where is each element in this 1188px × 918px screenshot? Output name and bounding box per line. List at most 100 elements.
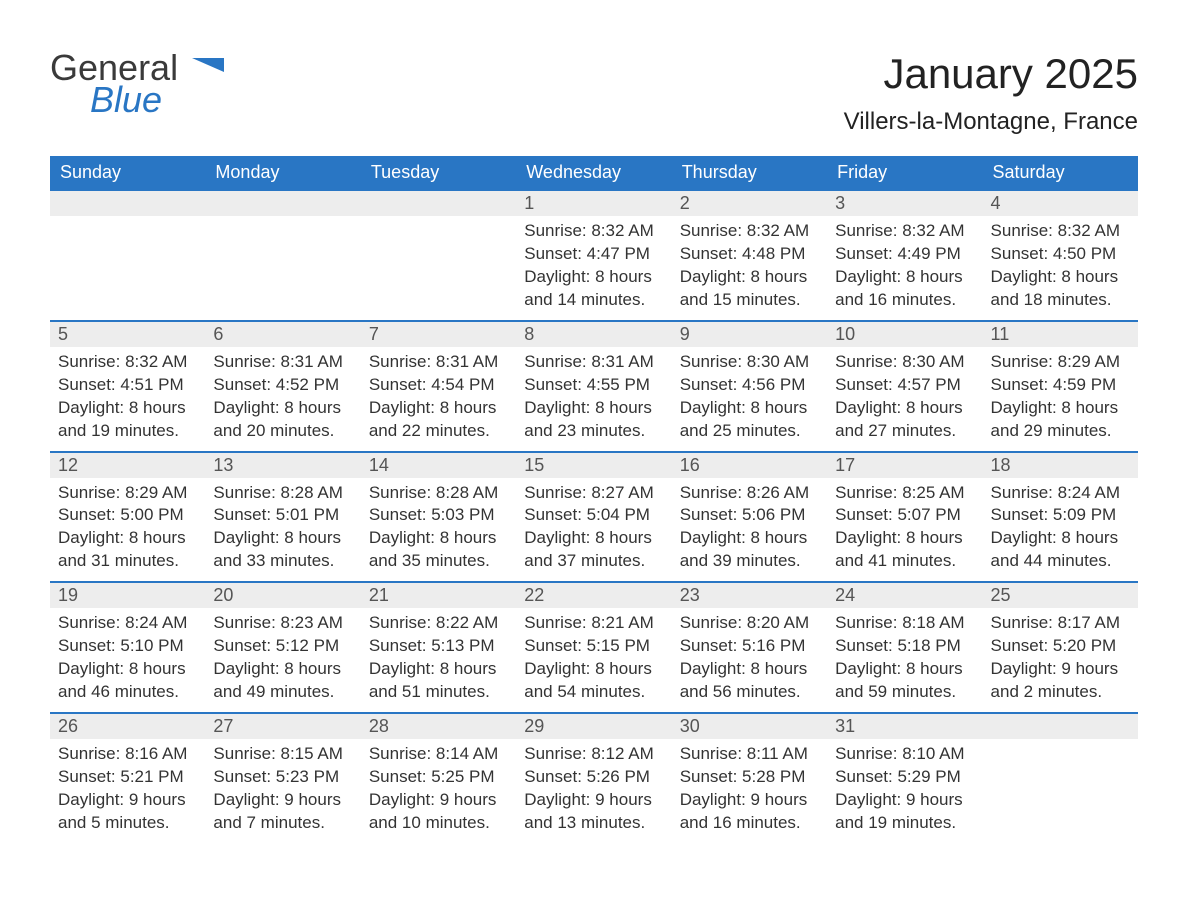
day-number: 3 <box>827 189 982 216</box>
sunset: Sunset: 4:56 PM <box>680 374 819 397</box>
sunset: Sunset: 4:59 PM <box>991 374 1130 397</box>
day-cell: 9Sunrise: 8:30 AMSunset: 4:56 PMDaylight… <box>672 320 827 451</box>
daylight: Daylight: 9 hours and 19 minutes. <box>835 789 974 835</box>
day-body: Sunrise: 8:30 AMSunset: 4:57 PMDaylight:… <box>827 347 982 451</box>
day-cell: 19Sunrise: 8:24 AMSunset: 5:10 PMDayligh… <box>50 581 205 712</box>
day-cell: 15Sunrise: 8:27 AMSunset: 5:04 PMDayligh… <box>516 451 671 582</box>
sunrise: Sunrise: 8:12 AM <box>524 743 663 766</box>
day-body: Sunrise: 8:30 AMSunset: 4:56 PMDaylight:… <box>672 347 827 451</box>
day-cell <box>50 189 205 320</box>
day-number: 13 <box>205 451 360 478</box>
day-header-row: SundayMondayTuesdayWednesdayThursdayFrid… <box>50 156 1138 189</box>
header: General Blue January 2025 Villers-la-Mon… <box>50 50 1138 136</box>
day-number: 23 <box>672 581 827 608</box>
daylight: Daylight: 8 hours and 33 minutes. <box>213 527 352 573</box>
sunrise: Sunrise: 8:29 AM <box>58 482 197 505</box>
daylight: Daylight: 8 hours and 56 minutes. <box>680 658 819 704</box>
day-body: Sunrise: 8:27 AMSunset: 5:04 PMDaylight:… <box>516 478 671 582</box>
sunset: Sunset: 4:50 PM <box>991 243 1130 266</box>
day-body: Sunrise: 8:32 AMSunset: 4:49 PMDaylight:… <box>827 216 982 320</box>
day-cell: 27Sunrise: 8:15 AMSunset: 5:23 PMDayligh… <box>205 712 360 843</box>
day-body: Sunrise: 8:20 AMSunset: 5:16 PMDaylight:… <box>672 608 827 712</box>
day-number: 7 <box>361 320 516 347</box>
daylight: Daylight: 8 hours and 31 minutes. <box>58 527 197 573</box>
day-number: 20 <box>205 581 360 608</box>
sunrise: Sunrise: 8:28 AM <box>213 482 352 505</box>
table-row: 26Sunrise: 8:16 AMSunset: 5:21 PMDayligh… <box>50 712 1138 843</box>
day-body: Sunrise: 8:18 AMSunset: 5:18 PMDaylight:… <box>827 608 982 712</box>
day-cell <box>205 189 360 320</box>
sunrise: Sunrise: 8:31 AM <box>524 351 663 374</box>
day-cell: 30Sunrise: 8:11 AMSunset: 5:28 PMDayligh… <box>672 712 827 843</box>
daylight: Daylight: 8 hours and 22 minutes. <box>369 397 508 443</box>
sunrise: Sunrise: 8:27 AM <box>524 482 663 505</box>
sunset: Sunset: 5:06 PM <box>680 504 819 527</box>
day-number <box>205 189 360 216</box>
daylight: Daylight: 8 hours and 23 minutes. <box>524 397 663 443</box>
daylight: Daylight: 8 hours and 25 minutes. <box>680 397 819 443</box>
day-number <box>983 712 1138 739</box>
day-cell: 7Sunrise: 8:31 AMSunset: 4:54 PMDaylight… <box>361 320 516 451</box>
day-number: 6 <box>205 320 360 347</box>
day-body: Sunrise: 8:16 AMSunset: 5:21 PMDaylight:… <box>50 739 205 843</box>
day-body: Sunrise: 8:10 AMSunset: 5:29 PMDaylight:… <box>827 739 982 843</box>
day-body: Sunrise: 8:28 AMSunset: 5:01 PMDaylight:… <box>205 478 360 582</box>
day-cell: 29Sunrise: 8:12 AMSunset: 5:26 PMDayligh… <box>516 712 671 843</box>
day-number <box>50 189 205 216</box>
day-body: Sunrise: 8:24 AMSunset: 5:10 PMDaylight:… <box>50 608 205 712</box>
day-cell: 14Sunrise: 8:28 AMSunset: 5:03 PMDayligh… <box>361 451 516 582</box>
day-number: 4 <box>983 189 1138 216</box>
sunrise: Sunrise: 8:32 AM <box>991 220 1130 243</box>
daylight: Daylight: 8 hours and 19 minutes. <box>58 397 197 443</box>
day-body: Sunrise: 8:32 AMSunset: 4:51 PMDaylight:… <box>50 347 205 451</box>
day-header: Tuesday <box>361 156 516 189</box>
sunrise: Sunrise: 8:32 AM <box>835 220 974 243</box>
daylight: Daylight: 8 hours and 51 minutes. <box>369 658 508 704</box>
sunset: Sunset: 5:13 PM <box>369 635 508 658</box>
day-number: 31 <box>827 712 982 739</box>
sunrise: Sunrise: 8:24 AM <box>58 612 197 635</box>
day-number: 11 <box>983 320 1138 347</box>
day-cell: 25Sunrise: 8:17 AMSunset: 5:20 PMDayligh… <box>983 581 1138 712</box>
day-number: 19 <box>50 581 205 608</box>
day-number: 28 <box>361 712 516 739</box>
sunset: Sunset: 5:15 PM <box>524 635 663 658</box>
sunrise: Sunrise: 8:28 AM <box>369 482 508 505</box>
sunset: Sunset: 4:48 PM <box>680 243 819 266</box>
day-number: 9 <box>672 320 827 347</box>
sunset: Sunset: 5:20 PM <box>991 635 1130 658</box>
sunrise: Sunrise: 8:22 AM <box>369 612 508 635</box>
day-number: 12 <box>50 451 205 478</box>
day-body: Sunrise: 8:31 AMSunset: 4:52 PMDaylight:… <box>205 347 360 451</box>
sunset: Sunset: 4:52 PM <box>213 374 352 397</box>
day-cell: 22Sunrise: 8:21 AMSunset: 5:15 PMDayligh… <box>516 581 671 712</box>
day-body: Sunrise: 8:15 AMSunset: 5:23 PMDaylight:… <box>205 739 360 843</box>
month-title: January 2025 <box>844 50 1138 98</box>
day-cell: 2Sunrise: 8:32 AMSunset: 4:48 PMDaylight… <box>672 189 827 320</box>
daylight: Daylight: 8 hours and 46 minutes. <box>58 658 197 704</box>
day-cell: 3Sunrise: 8:32 AMSunset: 4:49 PMDaylight… <box>827 189 982 320</box>
day-cell: 28Sunrise: 8:14 AMSunset: 5:25 PMDayligh… <box>361 712 516 843</box>
day-number: 17 <box>827 451 982 478</box>
sunset: Sunset: 5:12 PM <box>213 635 352 658</box>
day-number <box>361 189 516 216</box>
day-body: Sunrise: 8:32 AMSunset: 4:47 PMDaylight:… <box>516 216 671 320</box>
day-cell: 4Sunrise: 8:32 AMSunset: 4:50 PMDaylight… <box>983 189 1138 320</box>
day-body: Sunrise: 8:31 AMSunset: 4:55 PMDaylight:… <box>516 347 671 451</box>
day-number: 29 <box>516 712 671 739</box>
day-number: 27 <box>205 712 360 739</box>
day-cell: 26Sunrise: 8:16 AMSunset: 5:21 PMDayligh… <box>50 712 205 843</box>
day-body: Sunrise: 8:23 AMSunset: 5:12 PMDaylight:… <box>205 608 360 712</box>
day-cell: 11Sunrise: 8:29 AMSunset: 4:59 PMDayligh… <box>983 320 1138 451</box>
daylight: Daylight: 8 hours and 35 minutes. <box>369 527 508 573</box>
day-header: Saturday <box>983 156 1138 189</box>
daylight: Daylight: 8 hours and 16 minutes. <box>835 266 974 312</box>
day-body: Sunrise: 8:29 AMSunset: 5:00 PMDaylight:… <box>50 478 205 582</box>
sunrise: Sunrise: 8:11 AM <box>680 743 819 766</box>
logo-flag-icon <box>192 47 224 88</box>
daylight: Daylight: 9 hours and 2 minutes. <box>991 658 1130 704</box>
sunrise: Sunrise: 8:31 AM <box>369 351 508 374</box>
sunrise: Sunrise: 8:20 AM <box>680 612 819 635</box>
day-body: Sunrise: 8:21 AMSunset: 5:15 PMDaylight:… <box>516 608 671 712</box>
day-cell: 6Sunrise: 8:31 AMSunset: 4:52 PMDaylight… <box>205 320 360 451</box>
